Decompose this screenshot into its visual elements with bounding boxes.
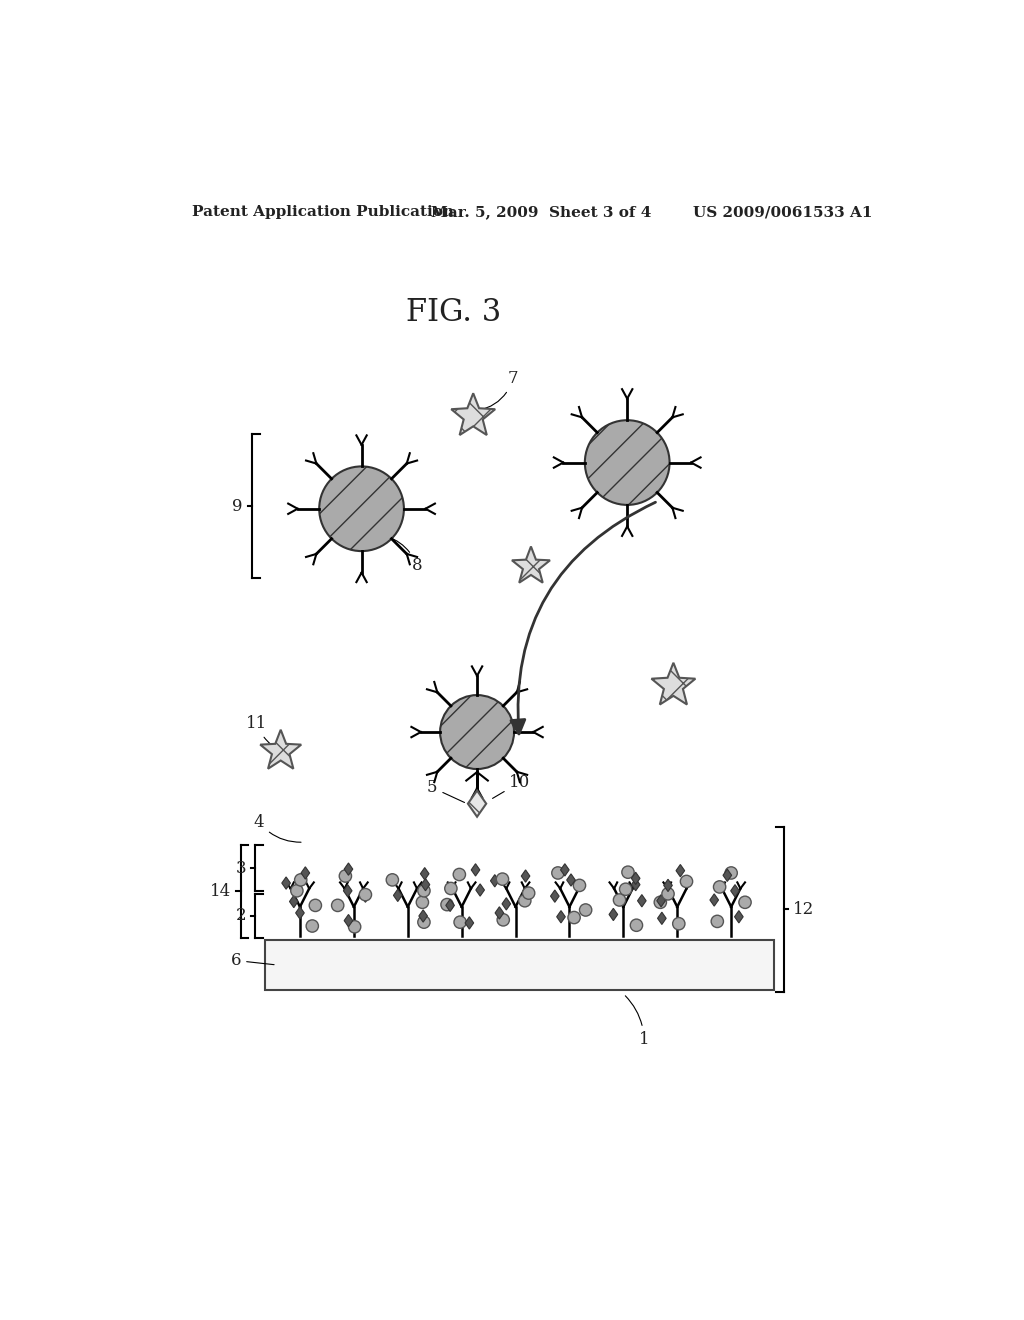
Circle shape [319, 466, 403, 552]
Polygon shape [734, 911, 743, 923]
Circle shape [497, 913, 509, 927]
Circle shape [497, 873, 509, 886]
Text: 10: 10 [493, 774, 530, 799]
Polygon shape [419, 909, 427, 923]
Polygon shape [502, 898, 511, 909]
Polygon shape [609, 908, 617, 920]
Polygon shape [445, 899, 455, 912]
Polygon shape [656, 895, 666, 907]
Polygon shape [638, 895, 646, 907]
Polygon shape [344, 863, 353, 875]
Circle shape [386, 874, 398, 886]
FancyArrowPatch shape [511, 502, 655, 734]
Circle shape [444, 882, 457, 895]
Polygon shape [731, 884, 739, 898]
Circle shape [332, 899, 344, 912]
Polygon shape [421, 879, 430, 891]
Text: 1: 1 [626, 995, 649, 1048]
Text: Mar. 5, 2009  Sheet 3 of 4: Mar. 5, 2009 Sheet 3 of 4 [431, 206, 651, 219]
Polygon shape [452, 393, 496, 436]
Polygon shape [664, 879, 673, 891]
Polygon shape [557, 911, 565, 923]
Circle shape [454, 869, 466, 880]
Text: 9: 9 [232, 498, 243, 515]
Polygon shape [282, 876, 291, 890]
Polygon shape [393, 890, 402, 902]
Text: 11: 11 [246, 715, 279, 750]
Circle shape [662, 888, 674, 900]
Polygon shape [301, 867, 309, 879]
Circle shape [711, 915, 724, 928]
Circle shape [552, 867, 564, 879]
Text: 4: 4 [254, 813, 301, 842]
Circle shape [568, 911, 581, 924]
Polygon shape [560, 863, 569, 876]
Circle shape [454, 916, 466, 928]
Polygon shape [632, 873, 640, 884]
Circle shape [620, 883, 632, 895]
Circle shape [580, 904, 592, 916]
Circle shape [673, 917, 685, 929]
Polygon shape [421, 867, 429, 880]
Text: Patent Application Publication: Patent Application Publication [193, 206, 455, 219]
Text: 7: 7 [478, 370, 518, 411]
Polygon shape [490, 875, 499, 887]
Polygon shape [495, 907, 504, 919]
Polygon shape [657, 912, 667, 924]
Text: 14: 14 [210, 883, 231, 900]
Polygon shape [710, 894, 719, 906]
Bar [265, 940, 773, 990]
Circle shape [585, 420, 670, 506]
Circle shape [725, 867, 737, 879]
Polygon shape [361, 890, 370, 903]
Text: 3: 3 [236, 859, 246, 876]
Circle shape [739, 896, 752, 908]
Circle shape [291, 884, 303, 898]
Text: FIG. 3: FIG. 3 [407, 297, 502, 327]
Polygon shape [260, 730, 301, 768]
Circle shape [359, 888, 372, 900]
Text: US 2009/0061533 A1: US 2009/0061533 A1 [692, 206, 872, 219]
Circle shape [714, 880, 726, 894]
Circle shape [631, 919, 643, 932]
Circle shape [654, 896, 667, 908]
Polygon shape [676, 865, 685, 876]
Circle shape [518, 895, 531, 907]
Circle shape [522, 887, 535, 899]
Polygon shape [723, 869, 731, 882]
Polygon shape [632, 879, 640, 891]
Circle shape [418, 884, 430, 898]
Circle shape [440, 696, 514, 770]
Polygon shape [290, 895, 298, 908]
Polygon shape [344, 915, 353, 927]
Circle shape [348, 920, 360, 933]
Circle shape [418, 916, 430, 928]
Circle shape [573, 879, 586, 891]
Circle shape [613, 894, 626, 906]
Circle shape [416, 896, 429, 908]
Text: 12: 12 [793, 900, 814, 917]
Polygon shape [468, 791, 486, 817]
Text: 2: 2 [236, 907, 246, 924]
Text: 6: 6 [230, 952, 274, 969]
Polygon shape [551, 890, 559, 903]
Circle shape [309, 899, 322, 912]
Polygon shape [512, 546, 550, 582]
Polygon shape [651, 663, 695, 705]
Polygon shape [296, 907, 304, 919]
Text: 5: 5 [427, 779, 465, 803]
Polygon shape [465, 917, 474, 929]
Polygon shape [471, 863, 480, 876]
Polygon shape [566, 874, 575, 886]
Circle shape [622, 866, 634, 878]
Polygon shape [476, 884, 484, 896]
Text: 8: 8 [387, 536, 422, 574]
Circle shape [339, 870, 351, 882]
Circle shape [306, 920, 318, 932]
Circle shape [295, 874, 307, 886]
Polygon shape [343, 884, 352, 898]
Circle shape [441, 899, 454, 911]
Polygon shape [521, 870, 529, 882]
Circle shape [680, 875, 692, 887]
